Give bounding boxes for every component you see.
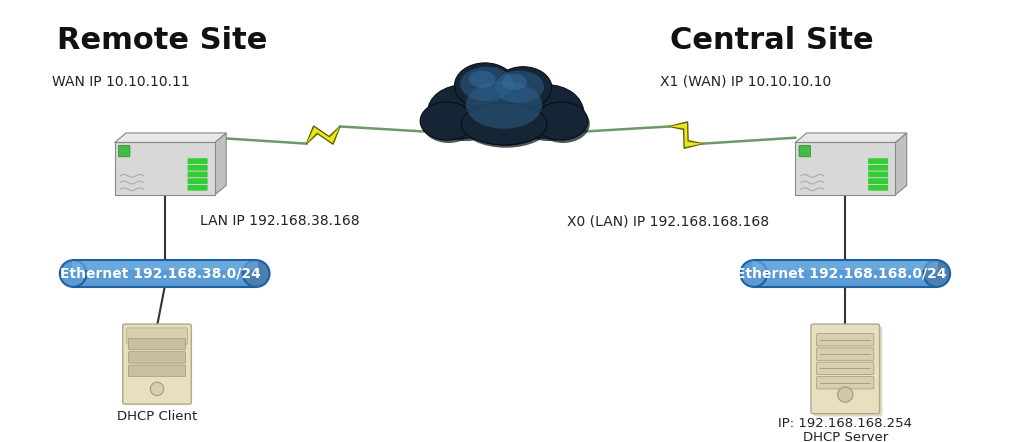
Ellipse shape (469, 71, 495, 88)
Polygon shape (307, 126, 340, 144)
Ellipse shape (430, 88, 502, 141)
FancyBboxPatch shape (816, 348, 874, 360)
Ellipse shape (461, 103, 547, 145)
FancyBboxPatch shape (128, 365, 186, 377)
Ellipse shape (463, 106, 549, 148)
Polygon shape (215, 133, 226, 195)
Polygon shape (669, 123, 702, 147)
Ellipse shape (466, 81, 542, 129)
Ellipse shape (452, 71, 556, 143)
Polygon shape (115, 133, 226, 142)
Circle shape (837, 387, 853, 402)
FancyBboxPatch shape (118, 145, 130, 157)
Ellipse shape (453, 73, 558, 146)
Ellipse shape (428, 85, 500, 138)
Ellipse shape (537, 105, 590, 143)
FancyBboxPatch shape (128, 352, 186, 363)
FancyBboxPatch shape (868, 171, 888, 177)
Ellipse shape (454, 63, 516, 109)
FancyBboxPatch shape (868, 165, 888, 171)
Ellipse shape (496, 69, 554, 111)
FancyBboxPatch shape (816, 334, 874, 346)
Circle shape (150, 382, 163, 396)
FancyBboxPatch shape (868, 158, 888, 164)
Text: LAN IP 192.168.38.168: LAN IP 192.168.38.168 (200, 214, 359, 228)
FancyBboxPatch shape (115, 142, 215, 195)
Text: WAN IP 10.10.10.11: WAN IP 10.10.10.11 (52, 75, 190, 89)
FancyBboxPatch shape (814, 327, 883, 416)
FancyBboxPatch shape (868, 178, 888, 184)
Polygon shape (307, 126, 340, 144)
FancyBboxPatch shape (753, 261, 938, 270)
Ellipse shape (511, 85, 583, 138)
FancyBboxPatch shape (811, 324, 880, 414)
FancyBboxPatch shape (72, 261, 257, 270)
FancyBboxPatch shape (753, 260, 938, 287)
Text: Ethernet 192.168.168.0/24: Ethernet 192.168.168.0/24 (737, 267, 946, 281)
FancyBboxPatch shape (188, 185, 208, 191)
Circle shape (923, 260, 950, 287)
FancyBboxPatch shape (126, 328, 188, 344)
Circle shape (243, 260, 269, 287)
Ellipse shape (420, 102, 473, 140)
Ellipse shape (456, 66, 518, 111)
Text: X1 (WAN) IP 10.10.10.10: X1 (WAN) IP 10.10.10.10 (660, 75, 831, 89)
Ellipse shape (535, 102, 588, 140)
Circle shape (741, 260, 767, 287)
Ellipse shape (494, 71, 544, 103)
FancyBboxPatch shape (72, 260, 257, 287)
Text: Ethernet 192.168.38.0/24: Ethernet 192.168.38.0/24 (61, 267, 261, 281)
Polygon shape (895, 133, 907, 195)
FancyBboxPatch shape (188, 158, 208, 164)
Polygon shape (669, 122, 702, 148)
Text: Remote Site: Remote Site (57, 26, 267, 55)
FancyBboxPatch shape (188, 178, 208, 184)
FancyBboxPatch shape (868, 185, 888, 191)
FancyBboxPatch shape (799, 145, 810, 157)
FancyBboxPatch shape (128, 339, 186, 350)
Ellipse shape (502, 74, 527, 90)
Ellipse shape (460, 67, 514, 101)
Circle shape (60, 260, 87, 287)
Text: DHCP Server: DHCP Server (802, 431, 888, 442)
Polygon shape (795, 133, 907, 142)
FancyBboxPatch shape (188, 165, 208, 171)
Text: IP: 192.168.168.254: IP: 192.168.168.254 (778, 418, 912, 431)
Text: X0 (LAN) IP 192.168.168.168: X0 (LAN) IP 192.168.168.168 (567, 214, 769, 228)
Ellipse shape (513, 88, 585, 141)
FancyBboxPatch shape (816, 377, 874, 389)
FancyBboxPatch shape (188, 171, 208, 177)
FancyBboxPatch shape (795, 142, 895, 195)
Ellipse shape (494, 67, 552, 109)
Text: Central Site: Central Site (670, 26, 874, 55)
Text: DHCP Client: DHCP Client (117, 410, 197, 423)
Ellipse shape (422, 105, 475, 143)
FancyBboxPatch shape (816, 362, 874, 374)
FancyBboxPatch shape (123, 324, 192, 404)
